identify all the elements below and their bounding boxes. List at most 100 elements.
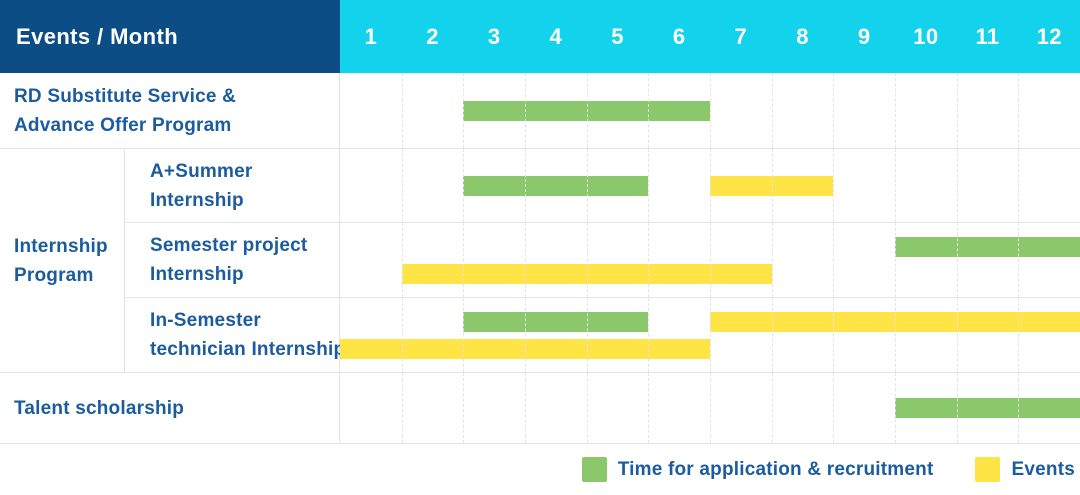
month-gridline [525, 298, 526, 372]
month-gridline [463, 73, 465, 148]
legend-label: Time for application & recruitment [617, 458, 934, 480]
month-gridline [401, 223, 403, 297]
month-gridline [1018, 373, 1020, 443]
month-gridline [648, 373, 650, 443]
month-gridline [1018, 73, 1020, 148]
month-grid [340, 73, 1080, 148]
month-gridline [586, 223, 588, 297]
row-a-plus-summer-internship: A+Summer Internship [125, 149, 1080, 223]
bar-track [340, 398, 1080, 418]
month-gridline [648, 223, 650, 297]
month-gridline [956, 373, 958, 443]
month-grid [340, 373, 1080, 443]
month-gridline [401, 298, 403, 372]
month-gridline [895, 373, 896, 443]
legend-label: Events [1011, 458, 1075, 480]
month-gridline [525, 373, 526, 443]
month-gridline [956, 73, 958, 148]
month-label: 12 [1036, 23, 1062, 49]
month-gridline [895, 298, 896, 372]
month-grid [340, 149, 1080, 222]
group-body: A+Summer Internship Semester project Int… [125, 149, 1080, 372]
row-label: RD Substitute Service & Advance Offer Pr… [0, 73, 340, 148]
month-label: 2 [426, 23, 439, 49]
row-label: Semester project Internship [125, 223, 340, 297]
row-talent-scholarship: Talent scholarship [0, 373, 1080, 444]
row-rd-substitute-service: RD Substitute Service & Advance Offer Pr… [0, 73, 1080, 149]
bar-track [340, 236, 1080, 257]
row-label-line: Internship [150, 264, 244, 285]
row-label-line: Semester project [150, 235, 308, 256]
month-gridline [710, 223, 711, 297]
row-label: In-Semester technician Internship [125, 298, 346, 372]
month-label: 1 [364, 23, 378, 49]
month-gridline [1018, 223, 1020, 297]
row-label-line: technician Internship [150, 339, 346, 360]
month-gridline [648, 73, 650, 148]
month-gridline [956, 149, 958, 222]
month-gridline [463, 373, 465, 443]
month-label: 8 [796, 23, 809, 49]
row-label-line: Talent scholarship [14, 397, 185, 419]
row-label-line: Advance Offer Program [14, 114, 232, 136]
header-row: Events / Month 1 2 3 4 5 6 7 8 9 10 11 12 [0, 0, 1080, 73]
month-gridline [1018, 298, 1020, 372]
group-label-line: Program [14, 264, 94, 286]
month-gridline [771, 298, 773, 372]
row-label-line: RD Substitute Service & [14, 85, 237, 107]
month-gridline [525, 73, 526, 148]
month-gridline [710, 298, 711, 372]
month-gridline [710, 73, 711, 148]
month-gridline [895, 73, 896, 148]
month-gridline [771, 73, 773, 148]
gantt-bar-green [463, 175, 649, 196]
month-gridline [956, 223, 958, 297]
month-grid [340, 298, 1080, 372]
month-gridline [463, 298, 465, 372]
month-gridline [895, 149, 896, 222]
month-gridline [586, 73, 588, 148]
row-label-line: Internship [150, 189, 244, 211]
month-gridline [833, 149, 835, 222]
month-label: 11 [975, 23, 1000, 49]
month-gridline [525, 223, 526, 297]
group-label: Internship Program [0, 149, 125, 372]
month-label: 5 [611, 23, 624, 49]
legend-swatch-green [581, 457, 607, 482]
month-gridline [771, 373, 773, 443]
month-gridline [525, 149, 526, 222]
month-gridline [586, 149, 588, 222]
row-label-line: A+Summer [150, 160, 253, 182]
row-semester-project-internship: Semester project Internship [125, 223, 1080, 298]
legend-item-yellow: Events [975, 457, 1075, 482]
month-gridline [463, 149, 465, 222]
row-label: Talent scholarship [0, 373, 340, 443]
gantt-bar-green [463, 311, 649, 332]
legend: Time for application & recruitment Events [0, 444, 1080, 495]
month-gridline [648, 149, 650, 222]
row-label-line: In-Semester [150, 310, 261, 331]
months-header: 1 2 3 4 5 6 7 8 9 10 11 12 [340, 0, 1080, 73]
gantt-bar-green [895, 398, 1080, 418]
month-gridline [771, 223, 773, 297]
month-gridline [648, 298, 650, 372]
month-gridline [895, 223, 896, 297]
month-gridline [833, 223, 835, 297]
legend-swatch-yellow [975, 457, 1001, 482]
month-gridline [710, 373, 711, 443]
group-label-line: Internship [14, 235, 108, 257]
legend-item-green: Time for application & recruitment [581, 457, 934, 482]
month-label: 4 [549, 23, 563, 49]
month-label: 3 [487, 23, 501, 49]
row-in-semester-technician-internship: In-Semester technician Internship [125, 298, 1080, 372]
month-gridline [401, 149, 403, 222]
month-gridline [956, 298, 958, 372]
month-label: 6 [672, 23, 686, 49]
month-label: 10 [913, 23, 939, 49]
month-gridline [401, 73, 403, 148]
month-gridline [833, 373, 835, 443]
month-gridline [401, 373, 403, 443]
month-gridline [463, 223, 465, 297]
row-group-internship-program: Internship Program A+Summer Internship S… [0, 149, 1080, 373]
